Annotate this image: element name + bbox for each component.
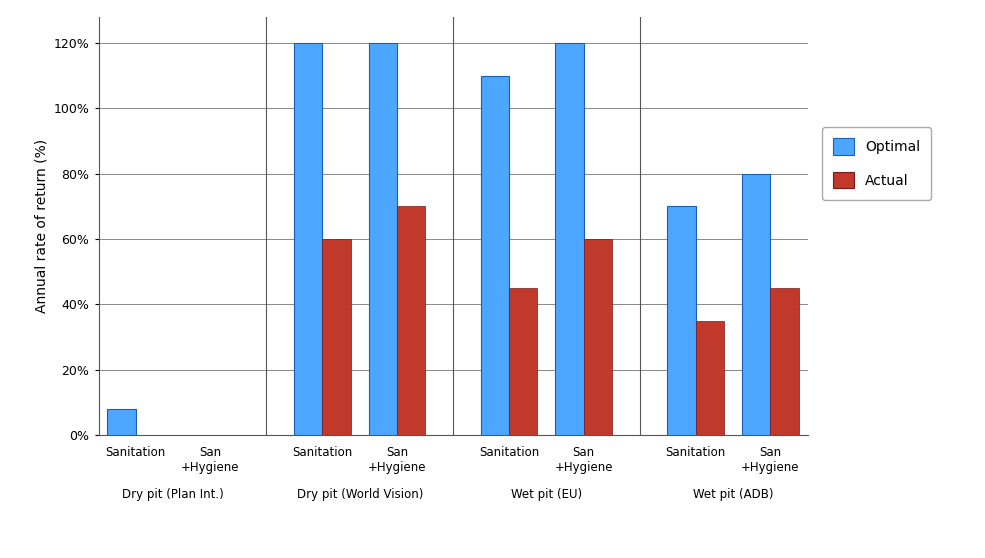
Bar [509, 288, 538, 435]
Text: Dry pit (World Vision): Dry pit (World Vision) [296, 488, 423, 501]
Bar [368, 43, 397, 435]
Bar [584, 239, 612, 435]
Bar [322, 239, 351, 435]
Bar [481, 75, 509, 435]
Y-axis label: Annual rate of return (%): Annual rate of return (%) [34, 139, 48, 313]
Text: Dry pit (Plan Int.): Dry pit (Plan Int.) [122, 488, 224, 501]
Bar [556, 43, 584, 435]
Bar [695, 321, 724, 435]
Legend: Optimal, Actual: Optimal, Actual [821, 127, 931, 200]
Bar [295, 43, 322, 435]
Bar [742, 174, 770, 435]
Text: Wet pit (EU): Wet pit (EU) [511, 488, 582, 501]
Bar [397, 206, 426, 435]
Text: Wet pit (ADB): Wet pit (ADB) [692, 488, 773, 501]
Bar [770, 288, 799, 435]
Bar [107, 409, 136, 435]
Bar [668, 206, 695, 435]
